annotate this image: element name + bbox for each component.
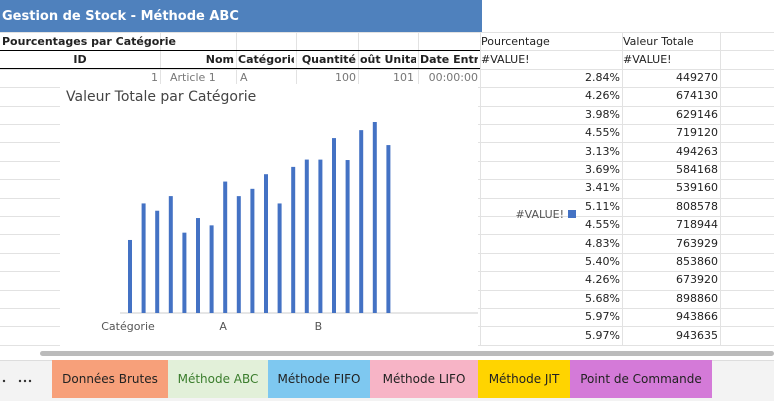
sheet-tab[interactable]: Méthode ABC — [168, 360, 268, 398]
total-cell: 674130 — [676, 89, 718, 103]
bar — [372, 122, 377, 313]
total-cell: 718944 — [676, 218, 718, 232]
scrollbar[interactable] — [40, 351, 774, 356]
cell: A — [240, 71, 248, 84]
more-button[interactable] — [0, 361, 40, 399]
bar — [359, 130, 364, 313]
bar — [128, 239, 132, 313]
bar — [386, 145, 391, 313]
percentage-cell: 3.13% — [585, 144, 620, 158]
scroll-area — [0, 346, 774, 360]
total-cell: 494263 — [676, 144, 718, 158]
cell: 00:00:00 — [428, 71, 478, 84]
bar — [236, 196, 241, 313]
total-cell: 584168 — [676, 163, 718, 176]
x-tick-label: Catégorie — [101, 320, 155, 333]
column-header: Pourcentage — [481, 35, 550, 48]
percentage-cell: 5.97% — [585, 328, 620, 342]
bar — [304, 159, 309, 313]
sheet-tab[interactable]: Point de Commande — [570, 360, 712, 398]
bar — [168, 196, 173, 313]
percentage-cell: 5.40% — [585, 255, 620, 268]
subtitle: Pourcentages par Catégorie — [2, 35, 176, 48]
bar — [250, 188, 255, 313]
chart-title: Valeur Totale par Catégorie — [66, 89, 256, 105]
bar — [345, 160, 350, 313]
column-header: Date Entré — [420, 53, 478, 66]
row-line — [0, 32, 774, 33]
legend-label: #VALUE! — [515, 208, 564, 221]
total-cell: 898860 — [676, 291, 718, 305]
bar — [155, 210, 160, 313]
column-header: ID — [73, 53, 87, 66]
total-cell: 763929 — [676, 236, 718, 250]
total-cell: 673920 — [676, 273, 718, 287]
cell: 101 — [393, 71, 414, 84]
bar — [332, 138, 336, 313]
total-cell: 943635 — [676, 328, 718, 342]
percentage-cell: 3.41% — [585, 181, 620, 195]
error-cell: #VALUE! — [481, 53, 530, 66]
total-cell: 629146 — [676, 107, 718, 121]
col-line — [480, 32, 481, 360]
column-header: Nom — [205, 53, 234, 66]
column-header: Valeur Totale — [623, 35, 694, 48]
percentage-cell: 4.83% — [585, 236, 620, 250]
sheet-tab[interactable]: Méthode LIFO — [370, 360, 478, 398]
percentage-cell: 4.26% — [585, 89, 620, 103]
bar — [209, 225, 214, 313]
cell: Article 1 — [170, 71, 216, 84]
bar — [264, 174, 268, 313]
percentage-cell: 3.98% — [585, 107, 620, 121]
percentage-cell: 4.26% — [585, 273, 620, 287]
percentage-cell: 5.11% — [585, 199, 620, 213]
column-header: oût Unitai — [360, 53, 416, 66]
bar — [291, 166, 296, 313]
column-header: Quantité — [301, 53, 356, 66]
col-line — [622, 32, 623, 360]
chart: Valeur Totale par Catégorie Catégorie A B — [60, 84, 478, 346]
percentage-cell: 2.84% — [585, 71, 620, 84]
header-bg — [0, 50, 480, 69]
col-line — [720, 32, 721, 360]
bar — [141, 203, 146, 313]
error-cell: #VALUE! — [623, 53, 672, 66]
sheet-title: Gestion de Stock - Méthode ABC — [0, 0, 482, 32]
row-line — [0, 68, 774, 70]
x-tick-label: B — [315, 320, 323, 333]
cell: 100 — [335, 71, 356, 84]
total-cell: 719120 — [676, 126, 718, 140]
total-cell: 449270 — [676, 71, 718, 84]
bar — [318, 159, 323, 313]
percentage-cell: 5.68% — [585, 291, 620, 305]
bar — [277, 203, 282, 313]
bar — [223, 181, 228, 313]
total-cell: 539160 — [676, 181, 718, 195]
total-cell: 943866 — [676, 310, 718, 324]
cell: 1 — [151, 71, 158, 84]
x-tick-label: A — [219, 320, 227, 333]
total-cell: 808578 — [676, 199, 718, 213]
percentage-cell: 3.69% — [585, 163, 620, 176]
sheet-tab[interactable]: Données Brutes — [52, 360, 168, 398]
percentage-cell: 4.55% — [585, 126, 620, 140]
percentage-cell: 4.55% — [585, 218, 620, 232]
column-header: Catégorie — [238, 53, 294, 66]
sheet-tab[interactable]: Méthode FIFO — [268, 360, 370, 398]
bar — [182, 232, 187, 313]
legend-swatch — [568, 210, 576, 218]
legend: #VALUE! — [515, 208, 576, 221]
total-cell: 853860 — [676, 255, 718, 268]
bar — [196, 218, 200, 313]
percentage-cell: 5.97% — [585, 310, 620, 324]
sheet-tab[interactable]: Méthode JIT — [478, 360, 570, 398]
